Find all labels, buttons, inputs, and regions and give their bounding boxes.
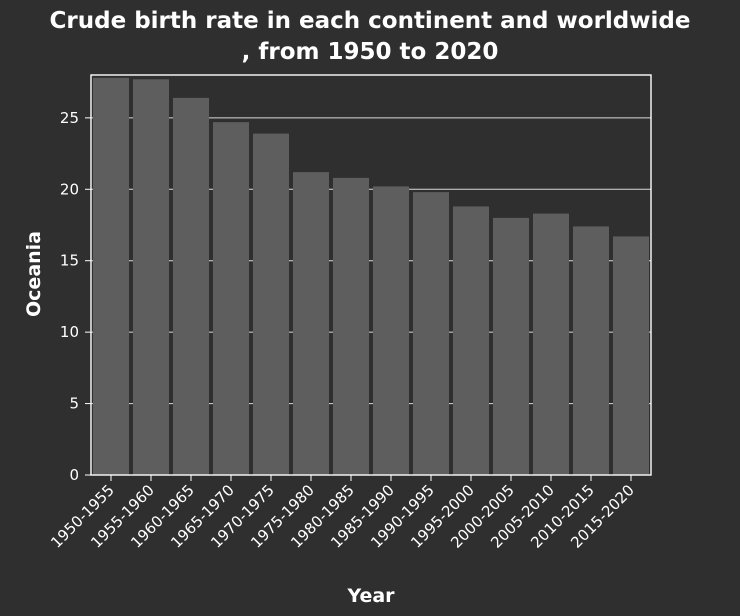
y-tick-label: 10: [60, 323, 79, 341]
bar: [213, 122, 249, 476]
y-tick-label: 25: [60, 109, 79, 127]
bar: [533, 213, 569, 476]
bar: [573, 226, 609, 475]
bar: [333, 177, 369, 475]
bar: [413, 192, 449, 475]
y-tick-label: 20: [60, 180, 79, 198]
y-axis-ticks: 0 5 10 15 20 25: [60, 109, 91, 484]
bar: [613, 236, 649, 475]
bar: [493, 217, 529, 475]
y-tick-label: 5: [69, 395, 79, 413]
y-axis-label: Oceania: [23, 231, 45, 317]
bar: [133, 79, 169, 476]
bars: [93, 77, 649, 476]
y-tick-label: 15: [60, 252, 79, 270]
chart-title-line1: Crude birth rate in each continent and w…: [50, 8, 691, 34]
bar: [173, 97, 209, 475]
x-axis-ticks: 1950-19551955-19601960-19651965-19701970…: [47, 475, 638, 552]
x-axis-label: Year: [346, 585, 395, 607]
bar: [93, 77, 129, 475]
bar: [253, 133, 289, 476]
bar: [373, 186, 409, 475]
bar: [293, 172, 329, 475]
bar: [453, 206, 489, 475]
y-tick-label: 0: [69, 466, 79, 484]
plot-frame: [90, 74, 652, 476]
chart-title-line2: , from 1950 to 2020: [242, 39, 499, 65]
